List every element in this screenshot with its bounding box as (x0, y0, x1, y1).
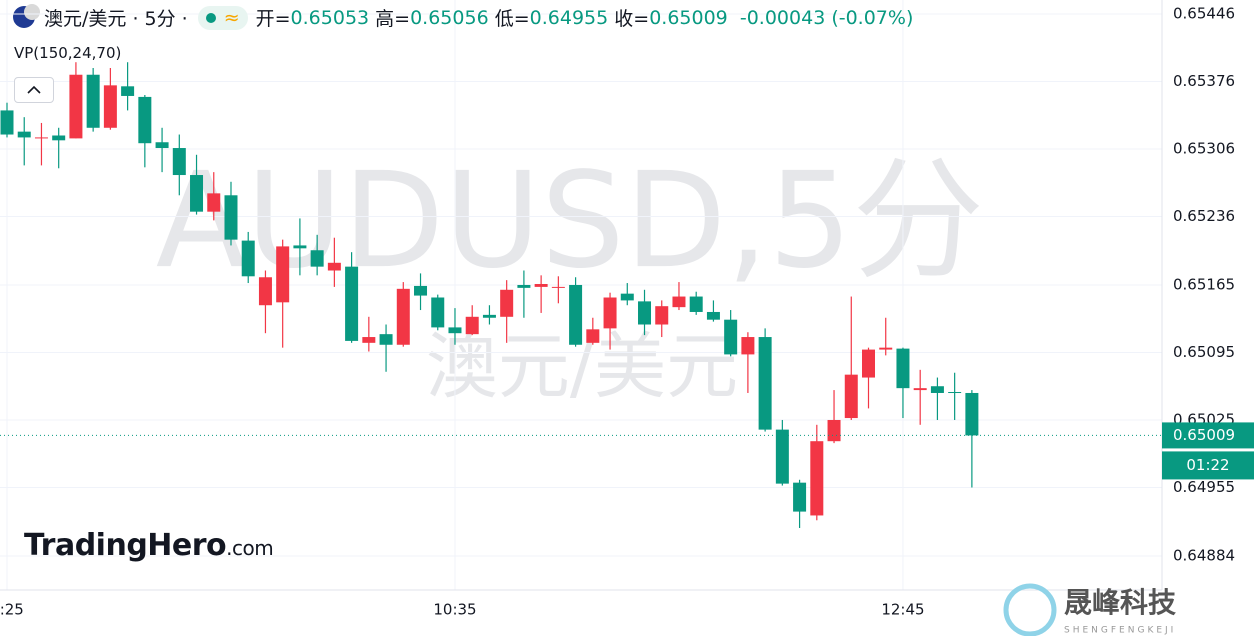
header: 澳元/美元 · 5分 · ≈ 开= 0.65053 高= 0.65056 低= 0.6… (44, 4, 913, 31)
candle-body (293, 245, 307, 249)
chevron (27, 85, 41, 94)
candle-body (879, 347, 893, 350)
brand: TradingHero (24, 528, 227, 563)
candle-body (396, 288, 410, 345)
candle-body (103, 85, 117, 128)
candle-body (844, 374, 858, 419)
candle-body (155, 142, 169, 149)
candle-body (741, 337, 755, 355)
candle-body (551, 286, 565, 288)
high-label: 高= (375, 8, 411, 30)
candle-body (500, 289, 514, 317)
indicator[interactable]: VP(150,24,70) (14, 44, 122, 62)
candle-body (930, 386, 944, 393)
close-value: 0.65009 (649, 6, 728, 29)
candle-body (672, 296, 686, 308)
candle-body (327, 262, 341, 271)
price-label: 0.65009 (1173, 426, 1235, 444)
candle-body (52, 135, 66, 141)
candle-body (414, 285, 428, 296)
candle-body (0, 110, 14, 135)
candle-body (638, 301, 652, 325)
candle-body (190, 175, 204, 212)
countdown: 01:22 (1186, 456, 1229, 474)
y-tick-label: 0.65165 (1173, 275, 1235, 293)
candle-body (276, 246, 290, 303)
candle-body (793, 482, 807, 512)
y-tick-label: 0.65306 (1173, 139, 1235, 157)
candle-body (224, 195, 238, 240)
candle-body (517, 284, 531, 288)
y-tick-label: 0.64955 (1173, 478, 1235, 496)
company-pinyin: SHENGFENGKEJI (1064, 626, 1176, 636)
candle-body (362, 337, 376, 343)
x-tick-label: 10:35 (433, 601, 476, 619)
y-tick-label: 0.65446 (1173, 4, 1235, 22)
company-icon (1003, 583, 1057, 636)
collapse-button[interactable] (14, 77, 54, 103)
candle-body (603, 297, 617, 329)
candle-body (379, 334, 393, 345)
toggle[interactable]: ≈ (223, 6, 240, 29)
brand-suffix: .com (226, 536, 274, 560)
y-tick-label: 0.65376 (1173, 72, 1235, 90)
candle-body (775, 429, 789, 484)
candle-body (689, 296, 703, 312)
candle-body (34, 137, 48, 139)
candle-body (241, 240, 255, 277)
low-label: 低= (494, 8, 530, 30)
candle-body (448, 327, 462, 334)
open-label: 开= (255, 8, 291, 30)
open-value: 0.65053 (290, 6, 370, 29)
candle-body (172, 148, 186, 176)
candle-body (724, 319, 738, 355)
x-tick-label: 12:45 (881, 601, 924, 619)
candle-body (534, 284, 548, 287)
candle-body (827, 419, 841, 442)
candle-body (465, 316, 479, 335)
countdown-box (1162, 451, 1254, 480)
candle-body (862, 349, 875, 378)
candle-body (310, 250, 324, 267)
company-name: 晟峰科技 (1064, 586, 1176, 619)
candle-body (620, 293, 634, 301)
candle-body (655, 306, 669, 325)
candle-body (965, 392, 979, 436)
symbol[interactable]: 澳元/美元 · 5分 · (44, 8, 188, 30)
close-label: 收= (614, 8, 650, 30)
candle-body (482, 314, 496, 318)
candle-body (913, 388, 927, 391)
low-value: 0.64955 (529, 6, 609, 29)
candle-body (86, 74, 100, 128)
candle-body (758, 337, 772, 430)
candle-body (896, 348, 910, 389)
y-tick-label: 0.64884 (1173, 546, 1235, 564)
candle-body (17, 131, 31, 138)
status-dot (205, 12, 216, 23)
brand-logo: TradingHero.com (24, 528, 274, 563)
y-tick-label: 0.65095 (1173, 343, 1235, 361)
candle-body (586, 329, 600, 343)
price-label-box (1162, 422, 1254, 449)
y-tick-label: 0.65236 (1173, 207, 1235, 225)
candle-body (706, 311, 720, 320)
status-pill[interactable]: ≈ (197, 5, 248, 30)
candle-body (69, 74, 83, 139)
candle-body (121, 86, 135, 96)
candle-body (569, 284, 583, 345)
candle-body (948, 392, 962, 394)
candle-body (431, 297, 445, 328)
flag-icon (24, 4, 40, 20)
candle-body (810, 441, 824, 516)
candle-body (258, 277, 272, 306)
candle-body (207, 193, 221, 212)
high-value: 0.65056 (410, 6, 489, 29)
candle-body (345, 266, 359, 341)
change: -0.00043 (-0.07%) (739, 6, 914, 29)
candle-body (138, 96, 152, 144)
x-tick-label: 8:25 (0, 601, 24, 619)
watermark: AUDUSD,5分 (156, 144, 985, 298)
